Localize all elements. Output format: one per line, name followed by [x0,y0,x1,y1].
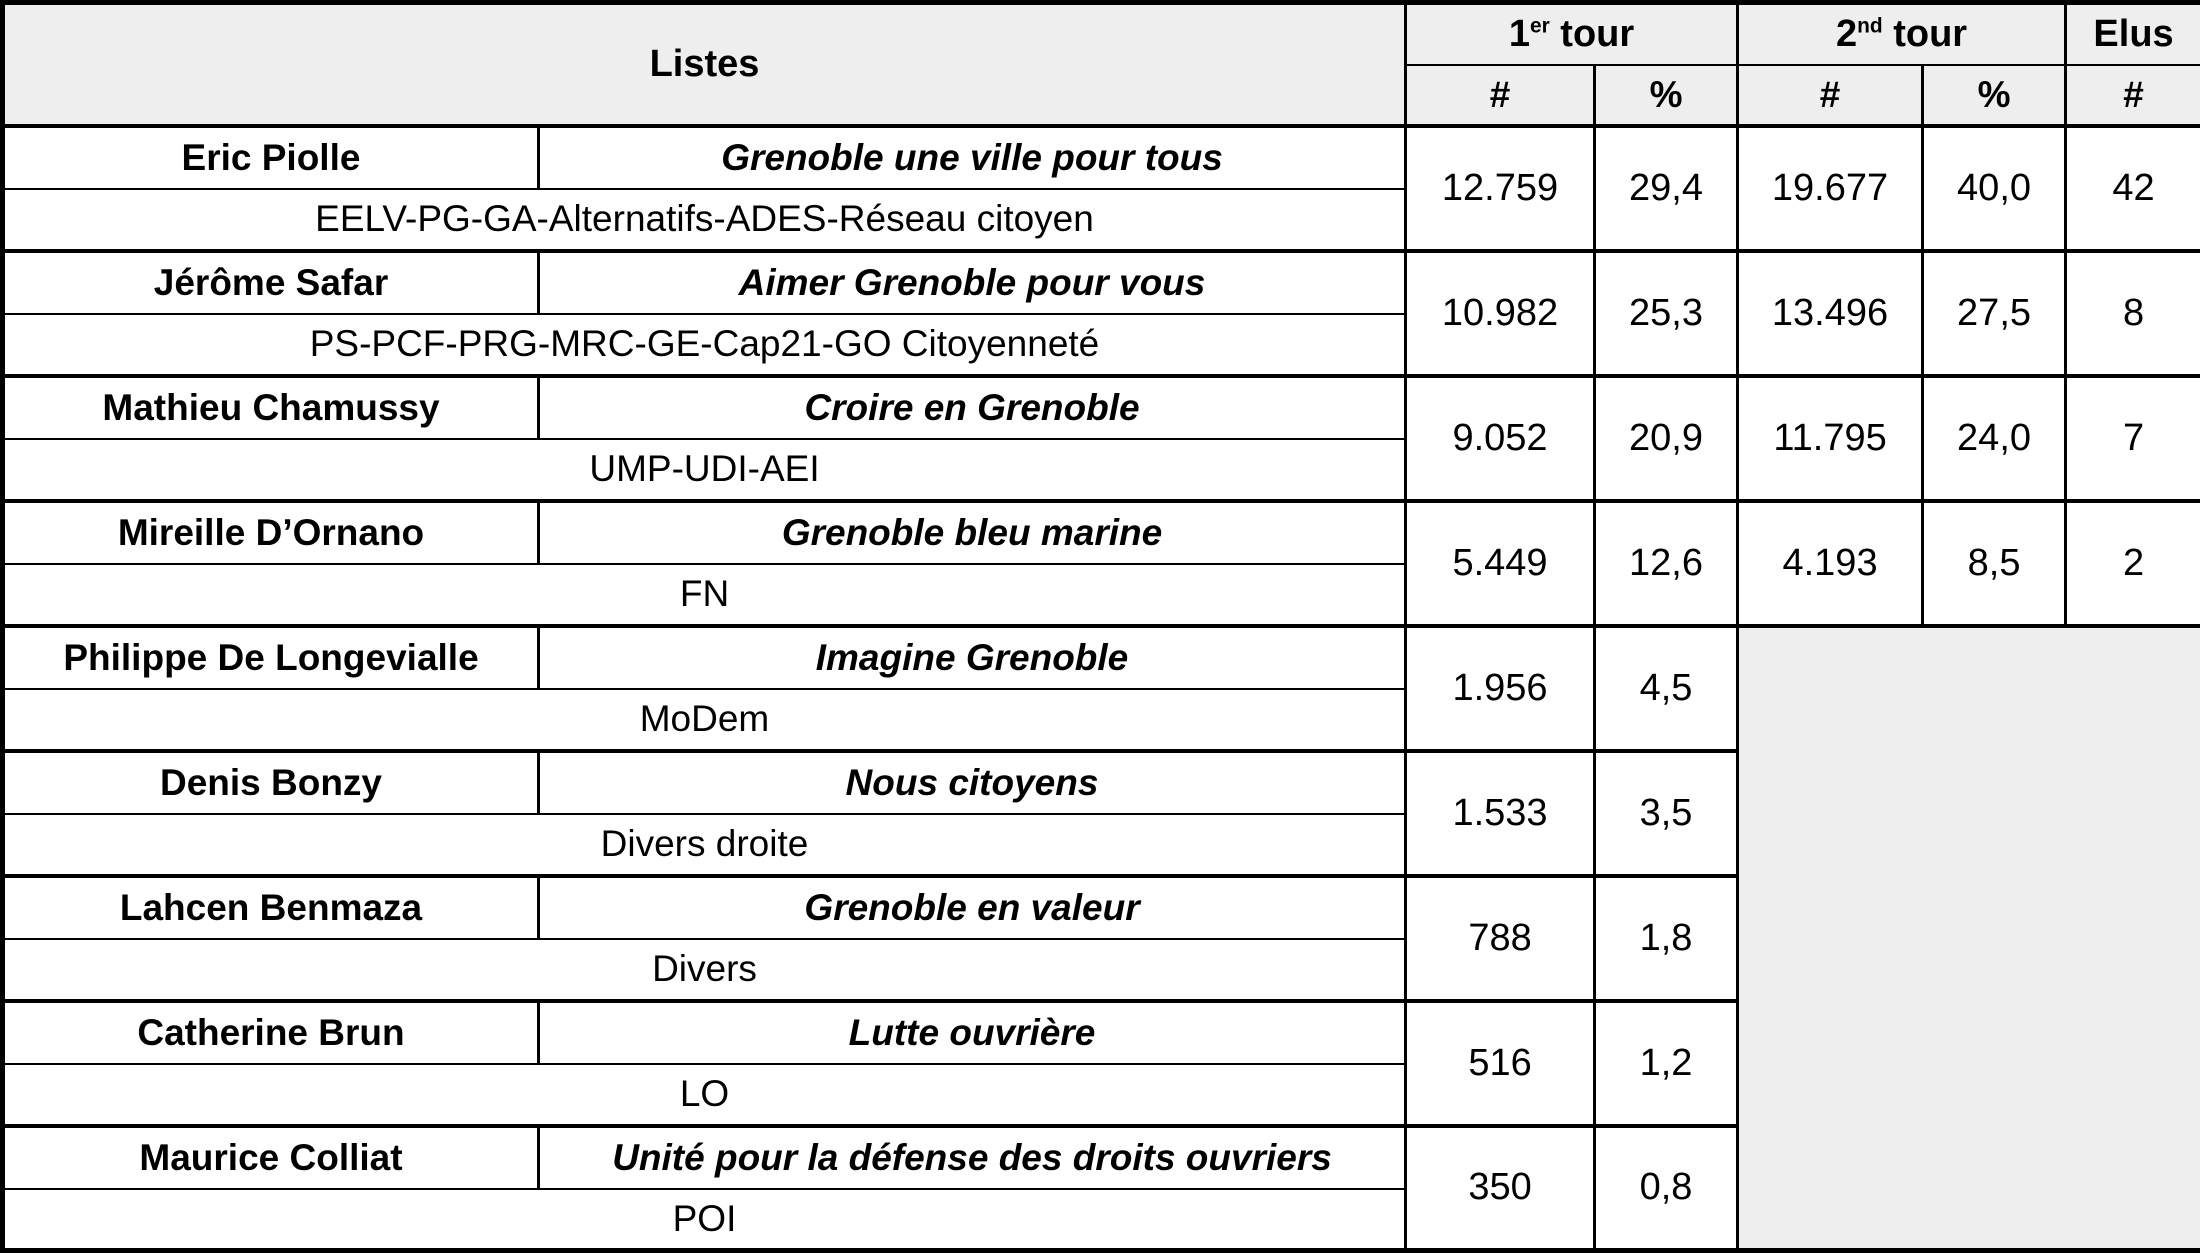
tour1-pct-cell: 29,4 [1595,126,1738,251]
tour2-base: 2 [1836,13,1857,55]
tour1-pct-cell: 4,5 [1595,626,1738,751]
list-name-cell: Nous citoyens [539,751,1406,814]
tour1-pct-header: % [1595,65,1738,126]
tour1-pct-cell: 25,3 [1595,251,1738,376]
party-cell: PS-PCF-PRG-MRC-GE-Cap21-GO Citoyenneté [3,314,1406,376]
tour1-rest: tour [1550,13,1634,55]
tour1-pct-cell: 3,5 [1595,751,1738,876]
tour1-pct-cell: 12,6 [1595,501,1738,626]
party-cell: Divers [3,939,1406,1001]
party-cell: FN [3,564,1406,626]
tour1-votes-cell: 10.982 [1406,251,1595,376]
elus-header: Elus [2066,3,2200,65]
list-name-cell: Grenoble en valeur [539,876,1406,939]
tour1-votes-cell: 1.533 [1406,751,1595,876]
tour2-header: 2nd tour [1738,3,2066,65]
list-name-cell: Grenoble une ville pour tous [539,126,1406,189]
candidate-name-cell: Mathieu Chamussy [3,376,539,439]
tour1-votes-cell: 788 [1406,876,1595,1001]
tour1-pct-cell: 0,8 [1595,1126,1738,1251]
tour2-votes-cell: 11.795 [1738,376,1923,501]
tour1-votes-cell: 12.759 [1406,126,1595,251]
tour2-superscript: nd [1857,14,1883,37]
party-cell: LO [3,1064,1406,1126]
tour2-pct-header: % [1923,65,2066,126]
list-name-cell: Unité pour la défense des droits ouvrier… [539,1126,1406,1189]
table-row: Eric Piolle Grenoble une ville pour tous… [3,126,2200,189]
tour2-pct-cell: 24,0 [1923,376,2066,501]
tour1-base: 1 [1509,13,1530,55]
tour1-superscript: er [1530,14,1550,37]
table-row: Mireille D’Ornano Grenoble bleu marine 5… [3,501,2200,564]
party-cell: UMP-UDI-AEI [3,439,1406,501]
tour1-pct-cell: 20,9 [1595,376,1738,501]
tour2-count-header: # [1738,65,1923,126]
list-name-cell: Aimer Grenoble pour vous [539,251,1406,314]
party-cell: Divers droite [3,814,1406,876]
listes-header: Listes [3,3,1406,126]
list-name-cell: Grenoble bleu marine [539,501,1406,564]
list-name-cell: Croire en Grenoble [539,376,1406,439]
tour1-count-header: # [1406,65,1595,126]
header-row-main: Listes 1er tour 2nd tour Elus [3,3,2200,65]
party-cell: MoDem [3,689,1406,751]
elus-count-header: # [2066,65,2200,126]
tour1-pct-cell: 1,8 [1595,876,1738,1001]
tour2-votes-cell: 19.677 [1738,126,1923,251]
tour2-pct-cell: 40,0 [1923,126,2066,251]
elus-cell: 42 [2066,126,2200,251]
candidate-name-cell: Catherine Brun [3,1001,539,1064]
candidate-name-cell: Jérôme Safar [3,251,539,314]
tour2-votes-cell: 4.193 [1738,501,1923,626]
elus-cell: 7 [2066,376,2200,501]
table-row: Philippe De Longevialle Imagine Grenoble… [3,626,2200,689]
tour2-pct-cell: 27,5 [1923,251,2066,376]
tour2-pct-cell: 8,5 [1923,501,2066,626]
table-row: Jérôme Safar Aimer Grenoble pour vous 10… [3,251,2200,314]
elus-cell: 2 [2066,501,2200,626]
candidate-name-cell: Philippe De Longevialle [3,626,539,689]
tour1-votes-cell: 350 [1406,1126,1595,1251]
candidate-name-cell: Eric Piolle [3,126,539,189]
tour2-rest: tour [1883,13,1967,55]
party-cell: POI [3,1189,1406,1251]
tour1-votes-cell: 5.449 [1406,501,1595,626]
candidate-name-cell: Lahcen Benmaza [3,876,539,939]
list-name-cell: Lutte ouvrière [539,1001,1406,1064]
tour1-votes-cell: 516 [1406,1001,1595,1126]
candidate-name-cell: Maurice Colliat [3,1126,539,1189]
tour1-pct-cell: 1,2 [1595,1001,1738,1126]
no-second-round-area [1738,626,2200,1251]
elus-cell: 8 [2066,251,2200,376]
list-name-cell: Imagine Grenoble [539,626,1406,689]
candidate-name-cell: Denis Bonzy [3,751,539,814]
candidate-name-cell: Mireille D’Ornano [3,501,539,564]
table-row: Mathieu Chamussy Croire en Grenoble 9.05… [3,376,2200,439]
tour1-votes-cell: 1.956 [1406,626,1595,751]
tour1-votes-cell: 9.052 [1406,376,1595,501]
tour2-votes-cell: 13.496 [1738,251,1923,376]
party-cell: EELV-PG-GA-Alternatifs-ADES-Réseau citoy… [3,189,1406,251]
tour1-header: 1er tour [1406,3,1738,65]
